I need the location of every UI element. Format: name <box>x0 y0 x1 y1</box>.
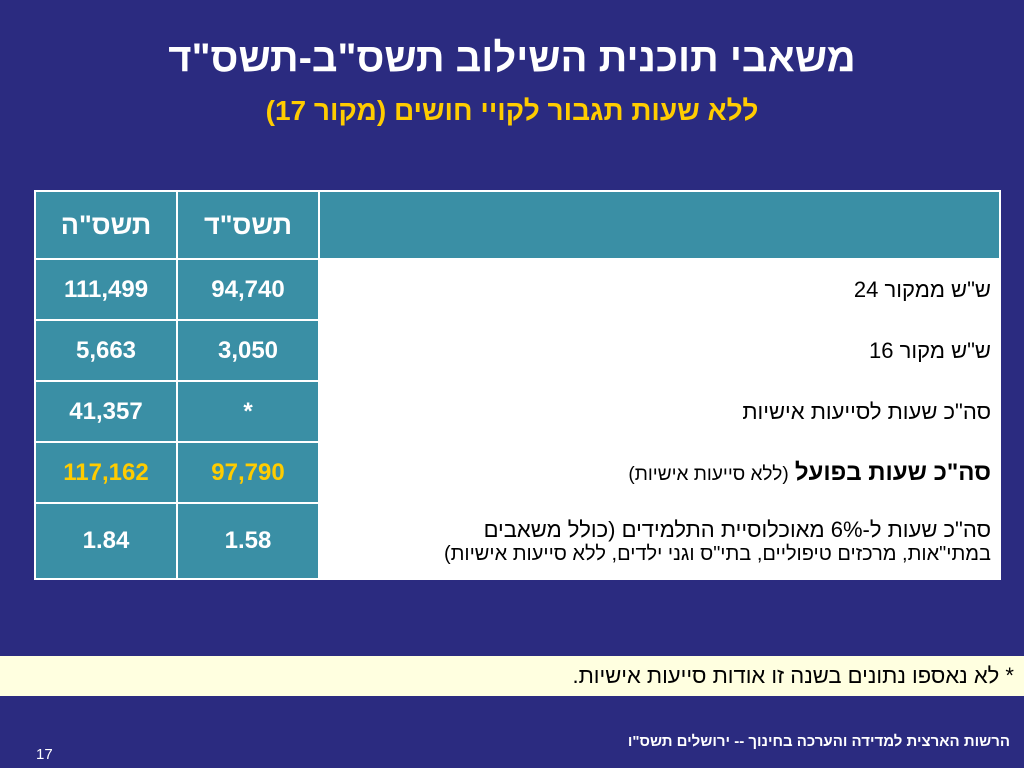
table-row: ש"ש ממקור 24 94,740 111,499 <box>34 258 1001 321</box>
table-row: ש"ש מקור 16 3,050 5,663 <box>34 319 1001 382</box>
row-value-year-1: * <box>176 380 320 443</box>
table-header-year-1: תשס"ד <box>176 190 320 260</box>
slide-subtitle: ללא שעות תגבור לקויי חושים (מקור 17) <box>265 95 759 126</box>
row-label: ש"ש ממקור 24 <box>318 258 1001 321</box>
row-value-year-2: 41,357 <box>34 380 178 443</box>
row-value-year-1: 97,790 <box>176 441 320 504</box>
row-label: סה"כ שעות בפועל (ללא סייעות אישיות) <box>318 441 1001 504</box>
row-value-year-2: 111,499 <box>34 258 178 321</box>
resources-table: תשס"ד תשס"ה ש"ש ממקור 24 94,740 111,499 … <box>34 190 1001 580</box>
row-label: סה"כ שעות ל-6% מאוכלוסיית התלמידים (כולל… <box>318 502 1001 580</box>
row-label-line-1: סה"כ שעות ל-6% מאוכלוסיית התלמידים (כולל… <box>483 516 991 542</box>
row-value-year-2: 1.84 <box>34 502 178 580</box>
table-header-year-2: תשס"ה <box>34 190 178 260</box>
row-value-year-1: 1.58 <box>176 502 320 580</box>
row-label-note: (ללא סייעות אישיות) <box>628 463 789 485</box>
row-label: סה"כ שעות לסייעות אישיות <box>318 380 1001 443</box>
footnote-bar: * לא נאספו נתונים בשנה זו אודות סייעות א… <box>0 656 1024 696</box>
table-row: סה"כ שעות לסייעות אישיות * 41,357 <box>34 380 1001 443</box>
footer-organization: הרשות הארצית למדידה והערכה בחינוך -- ירו… <box>627 733 1010 750</box>
row-value-year-2: 5,663 <box>34 319 178 382</box>
footnote-text: * לא נאספו נתונים בשנה זו אודות סייעות א… <box>572 663 1014 688</box>
row-label-line-2: במתי"אות, מרכזים טיפוליים, בתי"ס וגני יל… <box>443 542 991 565</box>
page-number: 17 <box>36 746 53 763</box>
table-header-label <box>318 190 1001 260</box>
row-value-year-1: 94,740 <box>176 258 320 321</box>
table-row-total: סה"כ שעות בפועל (ללא סייעות אישיות) 97,7… <box>34 441 1001 504</box>
row-value-year-2: 117,162 <box>34 441 178 504</box>
table-header-row: תשס"ד תשס"ה <box>34 190 1001 260</box>
slide-title: משאבי תוכנית השילוב תשס"ב-תשס"ד <box>168 36 856 80</box>
table-row: סה"כ שעות ל-6% מאוכלוסיית התלמידים (כולל… <box>34 502 1001 580</box>
row-label: ש"ש מקור 16 <box>318 319 1001 382</box>
row-value-year-1: 3,050 <box>176 319 320 382</box>
row-label-main: סה"כ שעות בפועל <box>794 458 991 486</box>
